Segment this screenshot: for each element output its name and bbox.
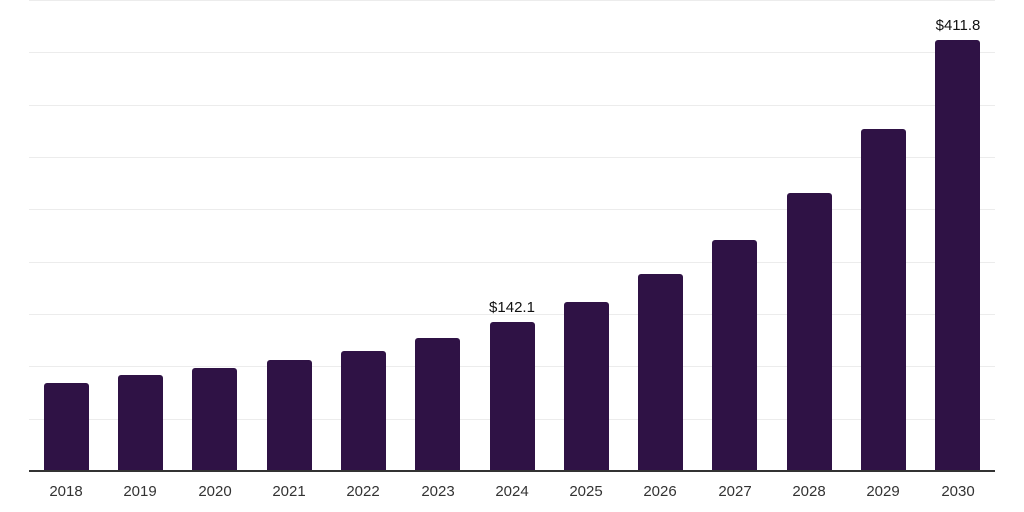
x-tick-label-2024: 2024 [495, 483, 529, 500]
bar-2022 [341, 351, 386, 471]
data-label-2024: $142.1 [489, 299, 535, 316]
bar-2018 [44, 383, 89, 471]
x-tick-label-2018: 2018 [49, 483, 83, 500]
gridline [29, 209, 995, 210]
bar-2025 [564, 302, 609, 471]
bar-2020 [192, 368, 237, 471]
gridline [29, 157, 995, 158]
gridline [29, 52, 995, 53]
bar-2027 [712, 240, 757, 471]
bar-2019 [118, 375, 163, 471]
x-tick-label-2027: 2027 [718, 483, 752, 500]
x-tick-label-2026: 2026 [643, 483, 677, 500]
bar-2021 [267, 360, 312, 471]
bar-2030 [935, 40, 980, 471]
gridline [29, 314, 995, 315]
x-tick-label-2025: 2025 [569, 483, 603, 500]
bar-2023 [415, 338, 460, 471]
x-tick-label-2023: 2023 [421, 483, 455, 500]
gridline [29, 105, 995, 106]
gridline [29, 262, 995, 263]
bar-2024 [490, 322, 535, 471]
x-tick-label-2021: 2021 [272, 483, 306, 500]
x-tick-label-2022: 2022 [346, 483, 380, 500]
bar-2028 [787, 193, 832, 471]
bar-2029 [861, 129, 906, 471]
data-label-2030: $411.8 [935, 17, 981, 34]
x-tick-label-2030: 2030 [941, 483, 975, 500]
gridline [29, 0, 995, 1]
x-tick-label-2020: 2020 [198, 483, 232, 500]
x-axis-line [29, 470, 995, 472]
x-tick-label-2028: 2028 [792, 483, 826, 500]
x-tick-label-2029: 2029 [866, 483, 900, 500]
bar-2026 [638, 274, 683, 471]
x-tick-label-2019: 2019 [123, 483, 157, 500]
